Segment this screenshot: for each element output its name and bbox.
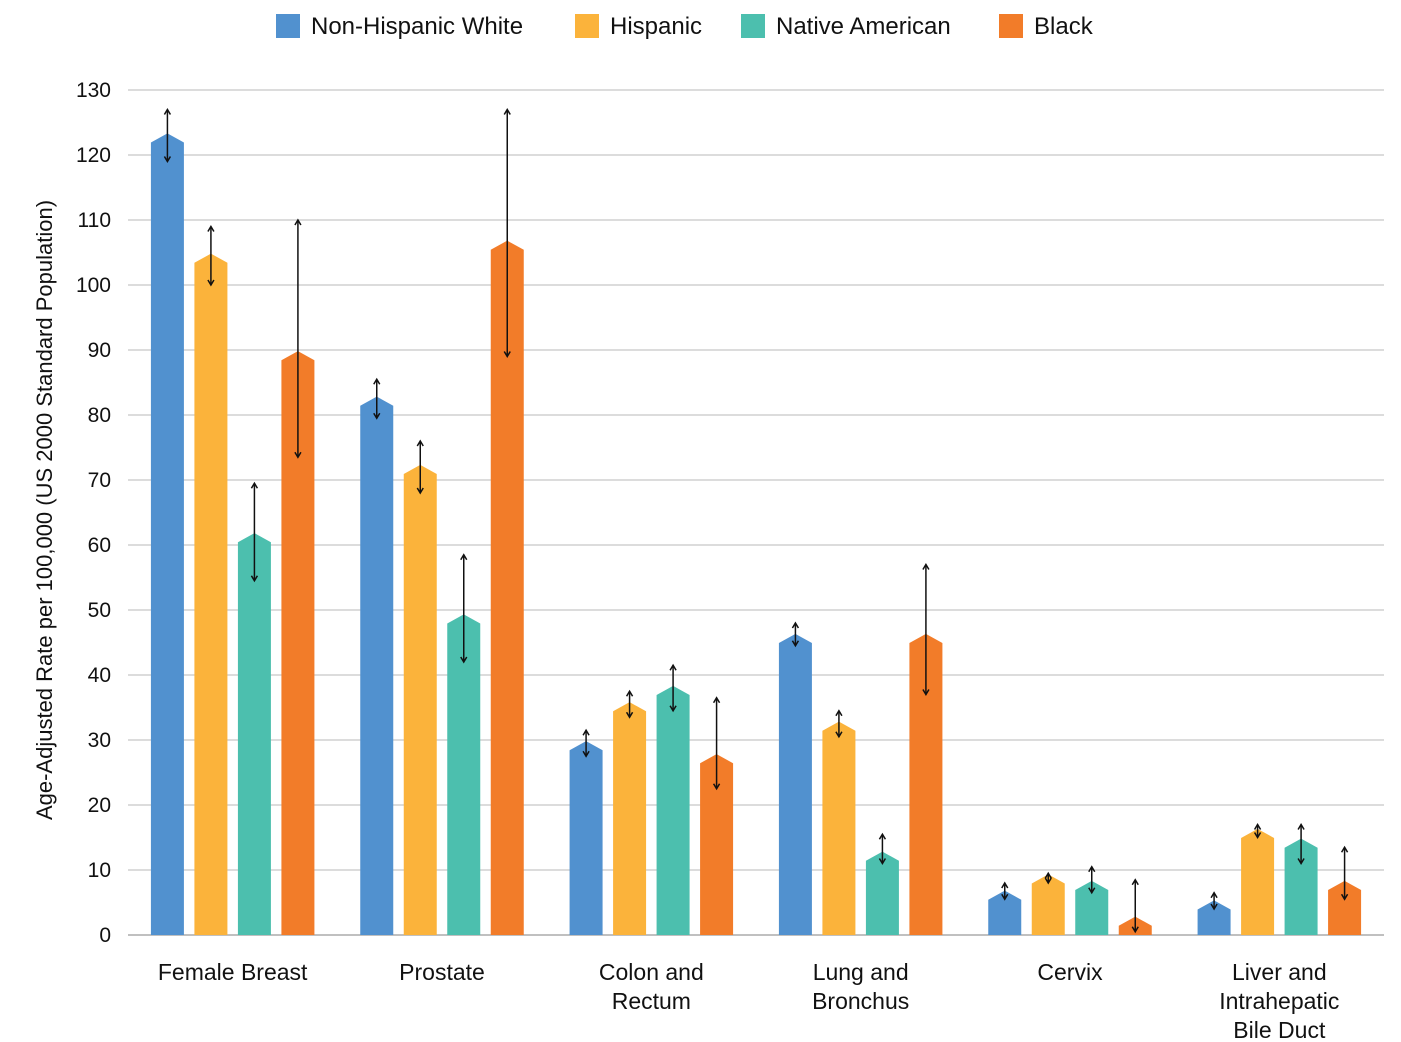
legend-item-hispanic: Hispanic	[575, 13, 702, 40]
bar-non-hispanic-white-colon-and-rectum	[569, 741, 603, 935]
bar-native-american-cervix	[1075, 880, 1109, 935]
error-bar-black-colon-and-rectum	[712, 696, 721, 791]
legend-label: Black	[1034, 13, 1094, 40]
error-bar-native-american-female-breast	[250, 481, 259, 583]
y-tick-label-90: 90	[88, 339, 111, 362]
error-bar-black-cervix	[1131, 878, 1139, 934]
legend-swatch	[276, 14, 300, 38]
x-category-female-breast: Female Breast	[158, 959, 308, 985]
bar-black-liver-and-intrahepatic-bile-duct	[1328, 880, 1362, 935]
error-bar-hispanic-lung-and-bronchus	[835, 709, 843, 739]
bar-native-american-lung-and-bronchus	[865, 851, 899, 935]
error-bar-native-american-colon-and-rectum	[669, 663, 677, 713]
error-bar-hispanic-cervix	[1044, 871, 1052, 885]
bar-native-american-liver-and-intrahepatic-bile-duct	[1284, 838, 1318, 935]
x-category-cervix: Cervix	[1037, 959, 1103, 985]
legend: Non-Hispanic White Hispanic Native America…	[276, 13, 1094, 40]
x-category-label: Lung and	[813, 959, 909, 985]
y-tick-label-110: 110	[78, 209, 111, 232]
error-bar-native-american-cervix	[1088, 865, 1096, 895]
bar-hispanic-lung-and-bronchus	[822, 721, 856, 935]
y-axis-ticks: 0 10 20 30 40 50 60 70 80 90 100 110 120 130	[76, 79, 111, 947]
error-bar-native-american-prostate	[460, 553, 468, 664]
bar-hispanic-cervix	[1031, 874, 1065, 935]
error-bars	[163, 108, 1349, 934]
x-category-label: Bronchus	[812, 988, 909, 1014]
x-category-label: Bile Duct	[1233, 1017, 1326, 1042]
error-bar-non-hispanic-white-colon-and-rectum	[582, 728, 590, 758]
bar-black-female-breast	[281, 351, 315, 935]
x-category-label: Female Breast	[158, 959, 308, 985]
error-bar-non-hispanic-white-cervix	[1001, 881, 1009, 901]
y-tick-label-50: 50	[88, 599, 111, 622]
x-category-label: Liver and	[1232, 959, 1327, 985]
y-tick-label-70: 70	[88, 469, 111, 492]
y-tick-label-120: 120	[76, 144, 111, 167]
bar-hispanic-colon-and-rectum	[613, 702, 647, 935]
grid-lines	[128, 89, 1384, 936]
x-axis-categories: Female Breast Prostate Colon and Rectum Lung…	[158, 959, 1340, 1042]
error-bar-native-american-lung-and-bronchus	[878, 832, 887, 865]
bar-black-colon-and-rectum	[700, 754, 734, 935]
y-tick-label-80: 80	[88, 404, 111, 427]
legend-label: Native American	[776, 13, 951, 40]
y-tick-label-20: 20	[88, 794, 111, 817]
error-bar-hispanic-colon-and-rectum	[625, 689, 634, 719]
bar-native-american-prostate	[447, 614, 481, 935]
y-axis-title: Age-Adjusted Rate per 100,000 (US 2000 S…	[32, 200, 57, 820]
y-tick-label-100: 100	[76, 274, 111, 297]
error-bar-non-hispanic-white-prostate	[373, 377, 381, 420]
legend-item-black: Black	[999, 13, 1094, 40]
x-category-prostate: Prostate	[399, 959, 485, 985]
y-tick-label-30: 30	[88, 729, 111, 752]
bar-non-hispanic-white-prostate	[360, 396, 394, 935]
x-category-label: Intrahepatic	[1219, 988, 1339, 1014]
x-category-label: Prostate	[399, 959, 485, 985]
error-bar-black-prostate	[503, 108, 511, 358]
error-bar-non-hispanic-white-female-breast	[163, 108, 172, 163]
legend-swatch	[999, 14, 1023, 38]
bar-hispanic-prostate	[403, 464, 437, 935]
bar-non-hispanic-white-lung-and-bronchus	[778, 633, 812, 935]
error-bar-black-lung-and-bronchus	[922, 563, 930, 696]
bar-non-hispanic-white-female-breast	[150, 133, 184, 935]
error-bar-hispanic-female-breast	[207, 225, 215, 287]
bars	[150, 133, 1362, 935]
error-bar-non-hispanic-white-lung-and-bronchus	[791, 621, 800, 648]
x-category-label: Cervix	[1037, 959, 1103, 985]
error-bar-hispanic-prostate	[416, 439, 424, 495]
x-category-lung-and-bronchus: Lung and Bronchus	[812, 959, 909, 1014]
legend-swatch	[575, 14, 599, 38]
y-tick-label-40: 40	[88, 664, 111, 687]
bar-non-hispanic-white-liver-and-intrahepatic-bile-duct	[1197, 900, 1231, 935]
x-category-label: Colon and	[599, 959, 704, 985]
y-tick-label-130: 130	[76, 79, 111, 102]
bar-hispanic-female-breast	[194, 253, 228, 935]
legend-label: Hispanic	[610, 13, 702, 40]
bar-non-hispanic-white-cervix	[988, 890, 1022, 935]
error-bar-black-female-breast	[294, 218, 302, 459]
y-tick-label-60: 60	[88, 534, 111, 557]
bar-black-lung-and-bronchus	[909, 633, 943, 935]
error-bar-non-hispanic-white-liver-and-intrahepatic-bile-duct	[1210, 891, 1218, 911]
error-bar-black-liver-and-intrahepatic-bile-duct	[1340, 845, 1349, 901]
bar-black-prostate	[490, 240, 524, 935]
error-bar-native-american-liver-and-intrahepatic-bile-duct	[1297, 823, 1305, 865]
y-tick-label-0: 0	[99, 924, 111, 947]
legend-swatch	[741, 14, 765, 38]
x-category-colon-and-rectum: Colon and Rectum	[599, 959, 704, 1014]
legend-item-native-american: Native American	[741, 13, 951, 40]
bar-hispanic-liver-and-intrahepatic-bile-duct	[1241, 828, 1275, 935]
error-bar-hispanic-liver-and-intrahepatic-bile-duct	[1253, 823, 1262, 839]
y-tick-label-10: 10	[88, 859, 111, 882]
x-category-liver-and-intrahepatic-bile-duct: Liver and Intrahepatic Bile Duct	[1219, 959, 1339, 1042]
bar-native-american-female-breast	[237, 533, 271, 935]
legend-label: Non-Hispanic White	[311, 13, 523, 40]
bar-native-american-colon-and-rectum	[656, 685, 690, 935]
legend-item-non-hispanic-white: Non-Hispanic White	[276, 13, 523, 40]
x-category-label: Rectum	[612, 988, 691, 1014]
